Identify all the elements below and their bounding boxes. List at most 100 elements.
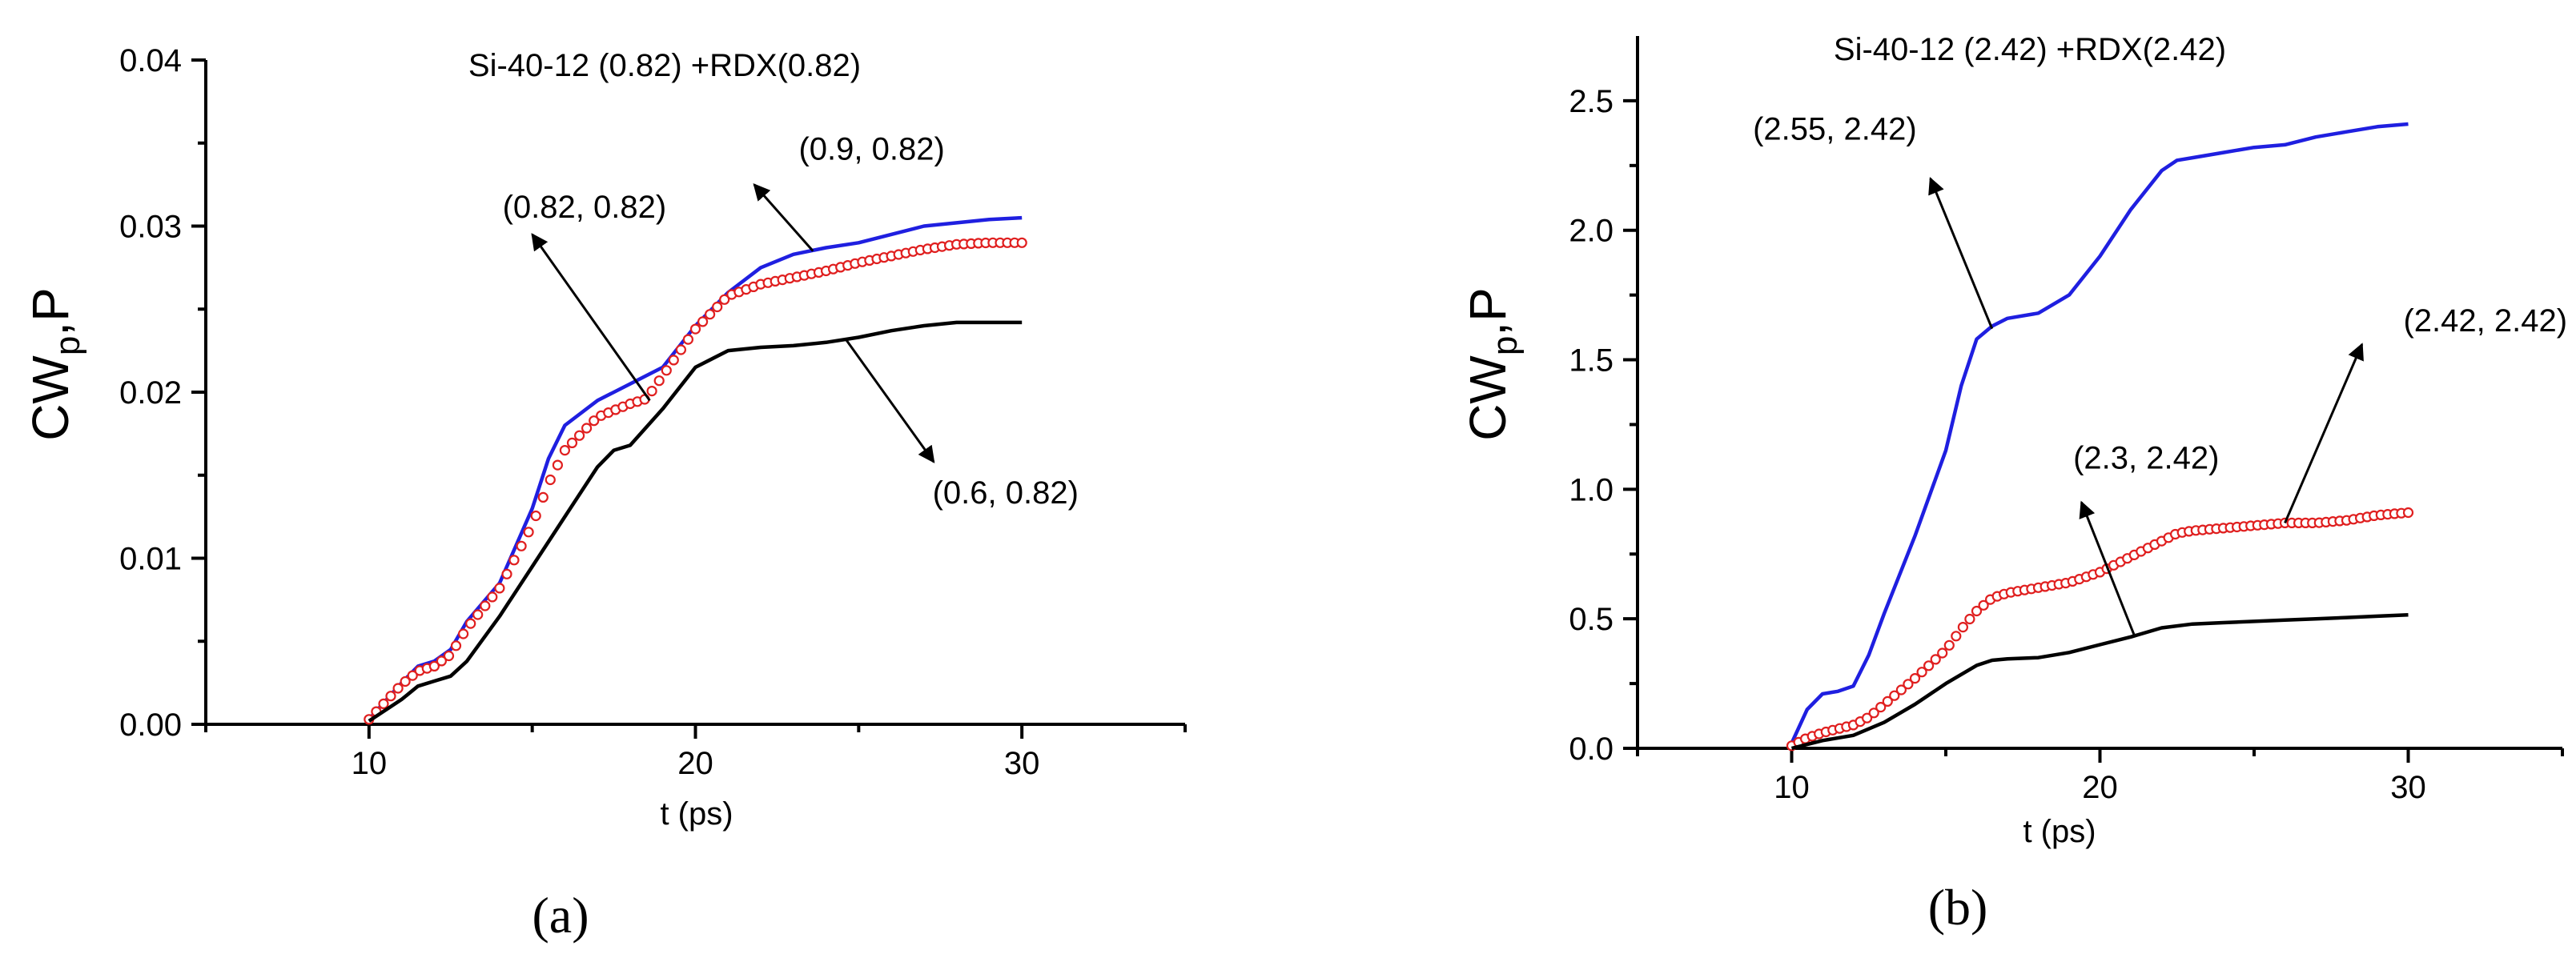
x-tick-label: 20	[2082, 770, 2118, 805]
chart-title: Si-40-12 (0.82) +RDX(0.82)	[468, 48, 861, 83]
y-tick-label: 2.5	[1569, 84, 1614, 119]
data-point	[450, 640, 462, 651]
data-point	[385, 691, 396, 702]
y-axis-label-main: CW	[1459, 355, 1517, 441]
y-tick-label: 0.01	[119, 542, 182, 577]
chart-title: Si-40-12 (2.42) +RDX(2.42)	[1834, 32, 2226, 67]
y-axis-label: CWp,P	[22, 287, 87, 441]
data-point	[1937, 647, 1948, 659]
data-point	[392, 683, 404, 694]
x-tick-label: 10	[1774, 770, 1810, 805]
data-point	[704, 309, 716, 320]
data-point	[472, 609, 484, 620]
data-point	[537, 491, 549, 503]
x-axis-label: t (ps)	[2023, 814, 2096, 849]
data-point	[668, 355, 679, 366]
data-point	[1951, 631, 1962, 642]
data-point	[400, 675, 411, 687]
data-point	[457, 628, 469, 639]
y-tick-label: 1.5	[1569, 343, 1614, 379]
data-point	[1923, 660, 1935, 671]
data-point	[1964, 613, 1975, 625]
chart-panel-b: Si-40-12 (2.42) +RDX(2.42) (b) CWp,P t (…	[1459, 32, 2567, 936]
annotation-arrow	[1928, 177, 1994, 330]
y-tick-label: 0.5	[1569, 602, 1614, 637]
x-tick-label: 20	[677, 746, 713, 781]
panel-label: (b)	[1928, 879, 1988, 936]
data-point	[465, 618, 476, 629]
y-tick-label: 0.00	[119, 707, 182, 743]
data-point	[566, 437, 578, 449]
data-point	[407, 670, 418, 681]
data-point	[712, 301, 723, 313]
data-point	[378, 698, 389, 710]
data-point	[1889, 690, 1900, 701]
panel-label: (a)	[532, 887, 589, 944]
data-point	[1875, 701, 1887, 713]
data-point	[545, 474, 556, 486]
data-point	[675, 344, 687, 355]
y-axis-label-sub: p	[1485, 336, 1525, 355]
data-point	[508, 555, 520, 566]
annotation-arrow	[2079, 500, 2136, 635]
data-point	[1895, 684, 1907, 695]
series-line	[368, 320, 1023, 723]
annotation-label: (2.55, 2.42)	[1753, 111, 1917, 146]
data-point	[2402, 507, 2414, 519]
data-point	[1016, 237, 1027, 248]
data-point	[428, 660, 440, 672]
data-point	[581, 423, 593, 434]
data-point	[1916, 667, 1927, 678]
series-line	[368, 215, 1023, 721]
data-point	[1882, 695, 1893, 707]
data-point	[661, 365, 672, 376]
data-point	[523, 527, 534, 538]
y-tick-label: 2.0	[1569, 214, 1614, 249]
data-point	[494, 583, 505, 594]
y-axis-label-sub: p	[48, 336, 87, 355]
data-point	[530, 510, 541, 522]
annotation-arrow	[531, 233, 651, 402]
y-tick-label: 0.0	[1569, 732, 1614, 767]
data-point	[559, 444, 571, 456]
x-tick-label: 30	[1004, 746, 1040, 781]
chart-panel-a: Si-40-12 (0.82) +RDX(0.82) (a) CWp,P t (…	[22, 43, 1187, 944]
data-point	[516, 540, 527, 551]
data-point	[682, 334, 694, 345]
data-point	[1868, 707, 1879, 719]
y-axis-label-tail: ,P	[1459, 287, 1517, 335]
data-point	[487, 591, 498, 603]
x-tick-label: 30	[2390, 770, 2426, 805]
data-point	[552, 459, 564, 471]
data-point	[719, 294, 730, 305]
series-line	[1790, 122, 2409, 744]
y-tick-label: 1.0	[1569, 472, 1614, 507]
data-point	[1930, 654, 1941, 665]
annotation-label: (2.42, 2.42)	[2403, 303, 2567, 339]
y-axis-label: CWp,P	[1459, 287, 1525, 441]
data-point	[589, 415, 600, 427]
y-axis-label-tail: ,P	[22, 287, 79, 335]
data-point	[1909, 672, 1921, 684]
series-line	[1790, 613, 2409, 751]
data-point	[573, 430, 585, 441]
data-point	[1971, 605, 1983, 617]
data-point	[1903, 679, 1914, 690]
data-point	[1957, 621, 1968, 633]
data-point	[689, 323, 701, 335]
data-point	[697, 316, 709, 327]
y-tick-label: 0.03	[119, 210, 182, 245]
x-axis-label: t (ps)	[660, 796, 733, 832]
y-axis-label-main: CW	[22, 355, 79, 441]
data-point	[501, 568, 512, 579]
data-point	[1978, 599, 1989, 611]
annotation-label: (0.9, 0.82)	[798, 132, 944, 167]
y-tick-label: 0.02	[119, 375, 182, 411]
annotation-label: (0.6, 0.82)	[933, 475, 1079, 511]
data-point	[646, 386, 657, 397]
x-tick-label: 10	[352, 746, 388, 781]
data-point	[653, 375, 665, 387]
annotation-arrow	[753, 183, 814, 252]
y-tick-label: 0.04	[119, 43, 182, 78]
